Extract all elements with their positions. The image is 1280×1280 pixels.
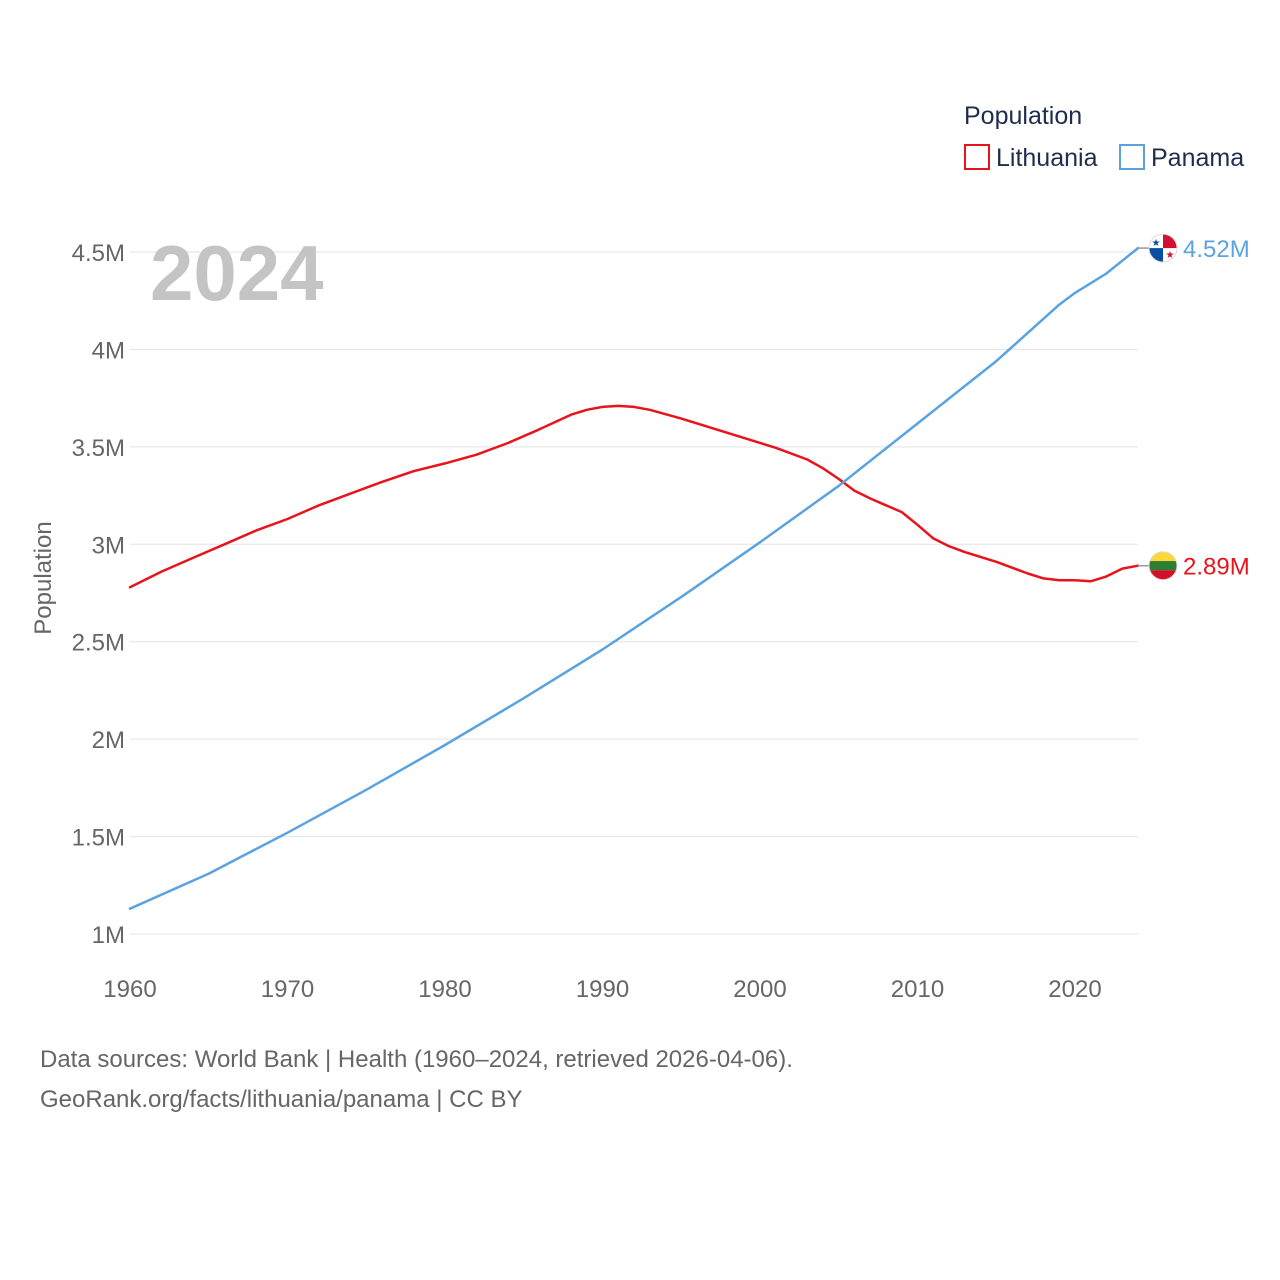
y-tick-label: 2M (92, 727, 125, 754)
y-axis-ticks: 1M 1.5M 2M 2.5M 3M 3.5M 4M 4.5M (72, 240, 125, 949)
x-tick-label: 2000 (733, 976, 786, 1003)
x-tick-label: 1990 (576, 976, 629, 1003)
legend-title: Population (964, 102, 1082, 130)
legend-item-lithuania[interactable]: Lithuania (964, 144, 1098, 172)
y-tick-label: 1.5M (72, 825, 125, 852)
end-value-label-lithuania: 2.89M (1183, 554, 1250, 581)
y-tick-label: 3.5M (72, 435, 125, 462)
legend-swatch-lithuania (964, 144, 990, 170)
series-line-lithuania (128, 404, 1140, 589)
series-end-markers: 2.89M★★ 4.52M (1138, 233, 1250, 581)
y-axis-label: Population (30, 521, 57, 634)
footer-link[interactable]: GeoRank.org/facts/lithuania/panama | CC … (40, 1086, 523, 1113)
legend-item-panama[interactable]: Panama (1119, 144, 1244, 172)
x-axis-ticks: 1960 1970 1980 1990 2000 2010 2020 (103, 976, 1101, 1003)
y-tick-label: 4.5M (72, 240, 125, 267)
legend-swatch-panama (1119, 144, 1145, 170)
legend-label-panama: Panama (1151, 144, 1244, 172)
y-tick-label: 1M (92, 922, 125, 949)
series-line-panama (128, 246, 1140, 910)
x-tick-label: 1980 (418, 976, 471, 1003)
legend: Population Lithuania Panama (964, 102, 1244, 172)
x-tick-label: 2020 (1048, 976, 1101, 1003)
grid-lines (130, 251, 1138, 935)
line-chart: 1M 1.5M 2M 2.5M 3M 3.5M 4M 4.5M 1960 1970 1980 199… (30, 102, 1250, 1003)
end-value-label-panama: 4.52M (1183, 236, 1250, 263)
x-tick-label: 1970 (261, 976, 314, 1003)
panama-flag-icon: ★★ (1148, 233, 1178, 263)
svg-text:★: ★ (1166, 250, 1175, 261)
lithuania-flag-icon (1148, 551, 1178, 581)
x-tick-label: 1960 (103, 976, 156, 1003)
footer-sources: Data sources: World Bank | Health (1960–… (40, 1046, 793, 1073)
x-tick-label: 2010 (891, 976, 944, 1003)
y-tick-label: 4M (92, 337, 125, 364)
y-tick-label: 2.5M (72, 630, 125, 657)
year-watermark: 2024 (150, 229, 324, 317)
legend-label-lithuania: Lithuania (996, 144, 1098, 172)
series-lines (128, 246, 1140, 910)
y-tick-label: 3M (92, 532, 125, 559)
svg-text:★: ★ (1152, 238, 1161, 249)
footer: Data sources: World Bank | Health (1960–… (40, 1040, 793, 1120)
